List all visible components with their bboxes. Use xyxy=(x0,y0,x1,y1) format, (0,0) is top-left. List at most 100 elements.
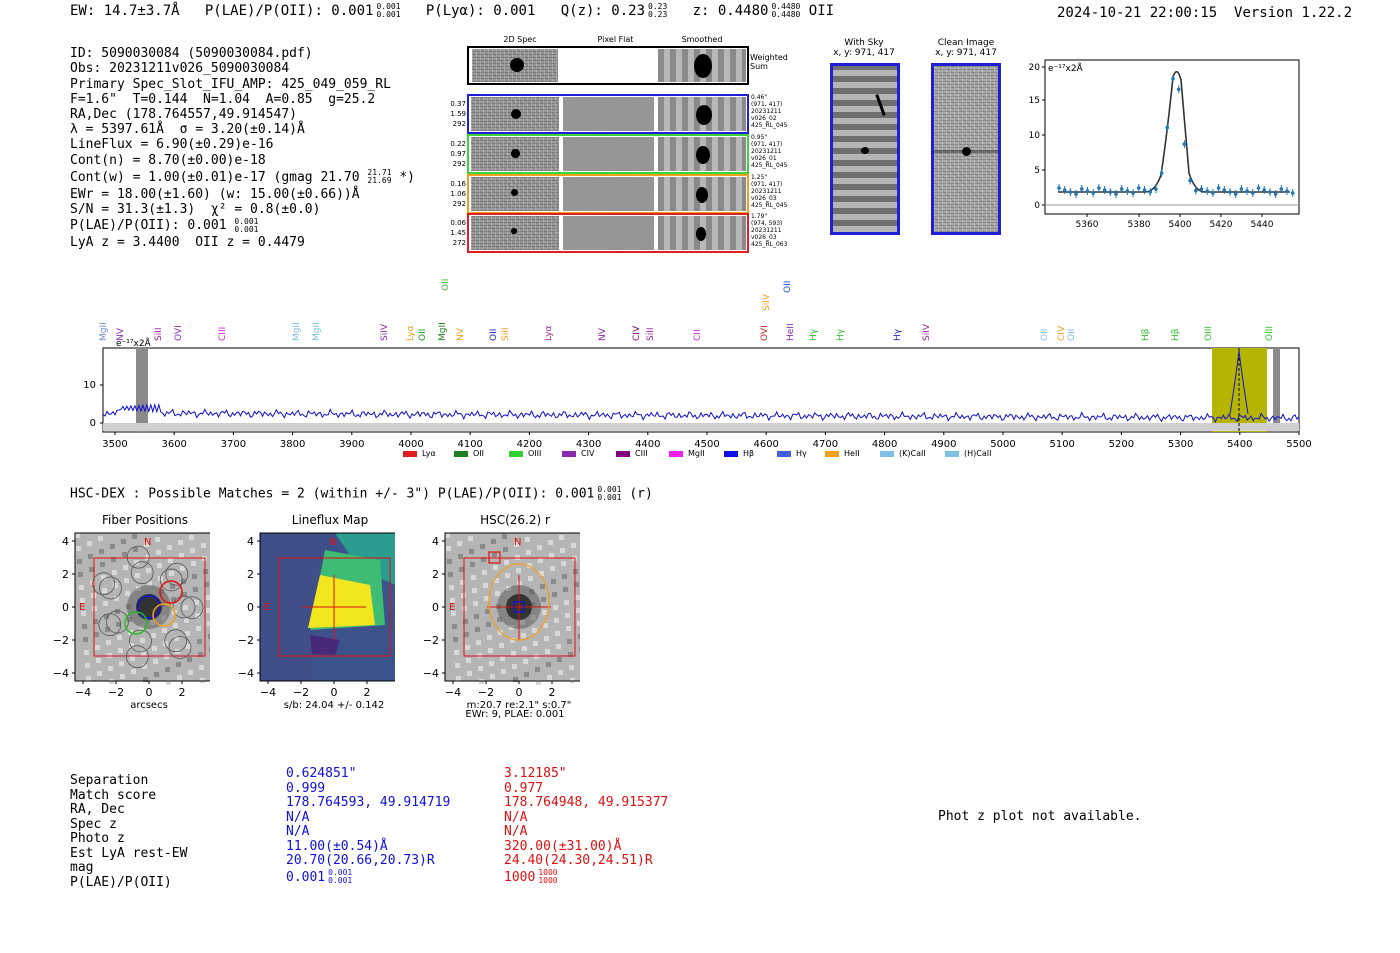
match-value: 0.999 xyxy=(286,780,326,796)
spectrum-xtick-label: 5100 xyxy=(1049,439,1074,450)
noise-pixel xyxy=(120,674,125,679)
linefit-unit: e⁻¹⁷x2Å xyxy=(1048,62,1084,74)
legend-item: Lyα xyxy=(403,449,436,458)
noise-pixel xyxy=(156,550,161,555)
noise-pixel xyxy=(483,583,488,588)
noise-pixel xyxy=(143,677,148,682)
noise-pixel xyxy=(193,587,198,592)
legend-label: CIII xyxy=(635,449,648,458)
cutout-row-0 xyxy=(467,94,749,134)
legend-item: (H)CaII xyxy=(945,449,991,458)
match-value: N/A xyxy=(286,824,310,839)
noise-pixel xyxy=(153,659,158,664)
timestamp-version: 2024-10-21 22:00:15 Version 1.22.2 xyxy=(1057,5,1352,21)
noise-pixel xyxy=(562,574,567,579)
noise-pixel xyxy=(209,647,210,652)
fiber-circle xyxy=(165,562,189,586)
linefit-ytick-label: 15 xyxy=(1029,96,1040,106)
hsc-ytick-label: −2 xyxy=(238,634,254,647)
noise-pixel xyxy=(205,595,210,600)
noise-pixel xyxy=(196,626,201,631)
spectrum-xtick-label: 4700 xyxy=(813,439,838,450)
fiber-circle xyxy=(180,596,204,620)
cutout-row-1 xyxy=(467,134,749,174)
noise-pixel xyxy=(81,611,86,616)
spectrum-xtick-label: 4300 xyxy=(576,439,601,450)
noise-pixel xyxy=(488,648,493,653)
noise-pixel xyxy=(535,667,540,672)
cutout-row-left-1: 0.22 0.97 292 xyxy=(444,139,466,169)
info-lineflux: LineFlux = 6.90(±0.29)e-16 xyxy=(70,137,274,153)
legend-item: CIII xyxy=(616,449,648,458)
hsc-panel-title: Lineflux Map xyxy=(291,513,369,527)
hsc-ytick-label: −2 xyxy=(423,634,439,647)
with-sky-image xyxy=(830,63,900,235)
match-blue: 0.624851" 0.999 178.764593, 49.914719 N/A N/… xyxy=(286,766,450,887)
match-label: P(LAE)/P(OII) xyxy=(70,874,172,890)
noise-pixel xyxy=(490,674,495,679)
cutout-right-value: 20231211 xyxy=(751,227,782,234)
noise-pixel xyxy=(577,621,580,626)
noise-pixel xyxy=(95,645,100,650)
match-plae-lo: 1000 xyxy=(538,876,558,885)
noise-pixel xyxy=(201,543,206,548)
cutout-right-value: 20231211 xyxy=(751,108,782,115)
noise-pixel xyxy=(199,665,204,670)
legend-swatch xyxy=(669,450,683,457)
cutout-row-left-0: 0.37 1.59 292 xyxy=(444,99,466,129)
noise-pixel xyxy=(568,652,573,657)
cutout-right-value: 0.95" xyxy=(751,134,768,141)
cutout-row-left-3: 0.06 1.45 272 xyxy=(444,218,466,248)
hsc-xtick-label: −4 xyxy=(75,686,91,699)
noise-pixel xyxy=(185,631,190,636)
info-lyaz: LyA z = 3.4400 OII z = 0.4479 xyxy=(70,235,305,251)
noise-pixel xyxy=(197,639,202,644)
legend-swatch xyxy=(454,450,468,457)
noise-pixel xyxy=(503,547,508,552)
noise-pixel xyxy=(79,585,84,590)
col-title-smoothed: Smoothed xyxy=(681,35,723,44)
fiber-circle xyxy=(126,645,149,669)
noise-pixel xyxy=(557,657,562,662)
noise-pixel xyxy=(566,626,571,631)
plae-hi: 0.001 xyxy=(376,2,401,11)
clean-xy: x, y: 971, 417 xyxy=(935,48,997,58)
legend-swatch xyxy=(724,450,738,457)
hsc-xtick-label: −4 xyxy=(260,686,276,699)
legend-label: MgII xyxy=(688,449,705,458)
noise-pixel xyxy=(174,636,179,641)
noise-pixel xyxy=(476,640,481,645)
weighted-pixelflat xyxy=(561,49,655,82)
noise-pixel xyxy=(523,659,528,664)
linefit-xtick-label: 5380 xyxy=(1128,220,1151,230)
hsc-ytick-label: 2 xyxy=(62,568,69,581)
spectrum-line xyxy=(102,402,1300,424)
noise-pixel xyxy=(183,605,188,610)
plya-value: P(Lyα): 0.001 xyxy=(425,3,536,19)
noise-pixel xyxy=(112,570,117,575)
spectrum-xtick-label: 5200 xyxy=(1109,439,1134,450)
noise-pixel xyxy=(571,543,576,548)
noise-pixel xyxy=(454,650,459,655)
cutout-row-right-2: 1.25" (971, 417) 20231211 v026_03 425_RL_045 xyxy=(751,174,801,209)
spectrum-xtick-label: 4600 xyxy=(753,439,778,450)
noise-pixel xyxy=(188,670,193,675)
noise-pixel xyxy=(463,619,468,624)
with-sky-title-block: With Sky x, y: 971, 417 xyxy=(828,38,900,58)
hsc-panel-xlabel: s/b: 24.04 +/- 0.142 xyxy=(284,700,384,711)
fiber-circle xyxy=(172,595,196,619)
spectrum-xtick-label: 4400 xyxy=(635,439,660,450)
noise-pixel xyxy=(538,558,543,563)
noise-pixel xyxy=(180,566,185,571)
noise-pixel xyxy=(152,646,157,651)
noise-pixel xyxy=(542,610,547,615)
noise-pixel xyxy=(513,677,518,682)
info-lambda: λ = 5397.61Å σ = 3.20(±0.14)Å xyxy=(70,122,305,138)
legend-item: CIV xyxy=(562,449,594,458)
info-sn: S/N = 31.3(±1.3) χ² = 0.8(±0.0) xyxy=(70,202,321,218)
noise-pixel xyxy=(177,675,182,680)
noise-pixel xyxy=(546,662,551,667)
match-label: RA, Dec xyxy=(70,802,125,817)
fiber-circle xyxy=(129,629,152,653)
noise-pixel xyxy=(539,571,544,576)
